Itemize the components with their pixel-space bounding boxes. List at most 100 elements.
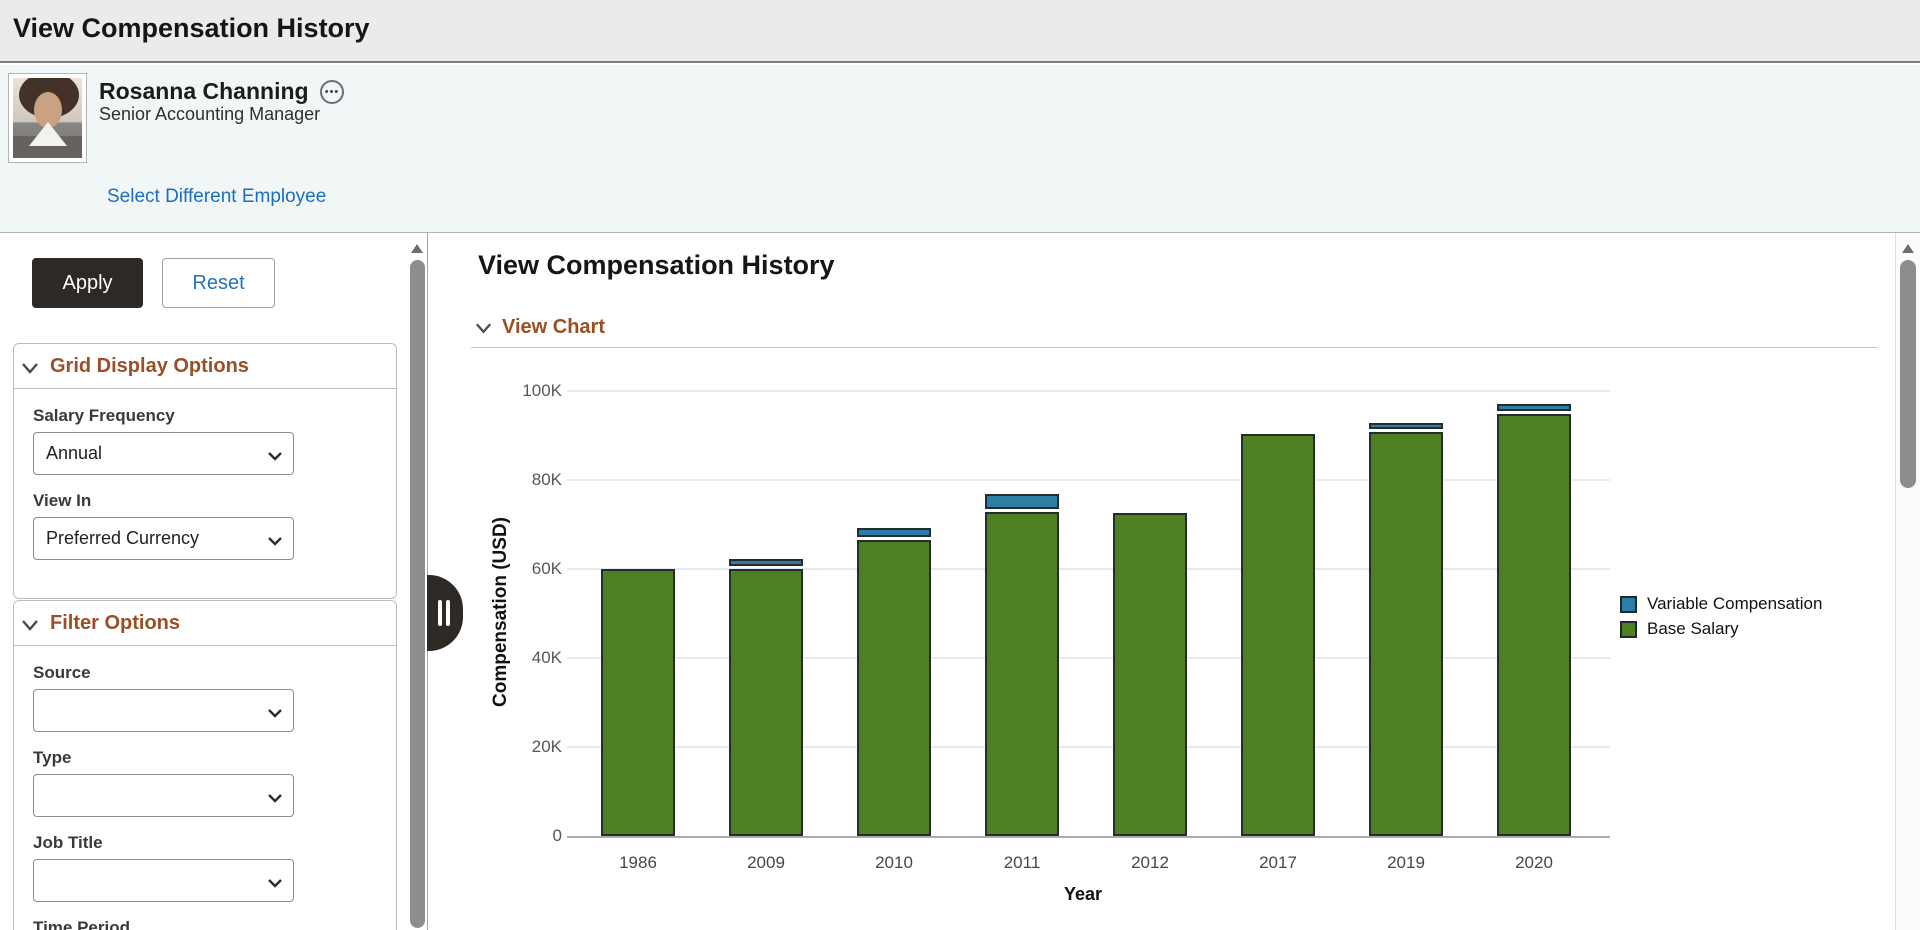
variable-compensation-bar [1497,404,1571,412]
base-salary-bar [1369,431,1443,836]
filter-field: View In Preferred Currency [33,491,396,560]
chevron-down-icon [267,788,283,809]
legend-item: Variable Compensation [1620,594,1822,614]
base-salary-bar [857,539,931,836]
base-salary-bar [729,569,803,836]
variable-compensation-bar [985,493,1059,510]
base-salary-bar [1113,512,1187,836]
x-axis-year-label: 2009 [747,853,785,872]
filter-panel: Apply Reset Grid Display Options Salary … [0,233,408,930]
grid-display-options-body: Salary Frequency Annual View In Preferred C… [14,389,396,598]
select-value: Preferred Currency [46,528,200,548]
grid-display-options-header[interactable]: Grid Display Options [14,344,396,389]
page-title: View Compensation History [13,13,370,43]
filter-panel-scrollbar[interactable] [408,233,427,930]
salary-frequency-select[interactable]: Annual [33,432,294,475]
scroll-up-arrow-icon[interactable] [1902,244,1914,253]
base-salary-bar [1241,434,1315,836]
field-label: Time Period [33,918,130,930]
base-salary-bar [601,569,675,836]
y-axis-tick-label: 100K [522,381,562,400]
chevron-down-icon [20,359,45,375]
y-axis-tick-label: 40K [531,648,562,667]
apply-button[interactable]: Apply [32,258,143,308]
select-different-employee-link[interactable]: Select Different Employee [107,186,327,207]
grid-display-options-box: Grid Display Options Salary Frequency Ann… [13,343,397,599]
main-page-title: View Compensation History [478,250,835,280]
variable-compensation-bar [1369,422,1443,429]
legend-item: Base Salary [1620,619,1739,639]
type-select[interactable] [33,774,294,817]
base-salary-swatch-icon [1620,620,1637,638]
chart-gridline [567,479,1610,481]
filter-field: Salary Frequency Annual [33,406,396,475]
y-axis-tick-label: 20K [531,737,562,756]
field-label: Job Title [33,833,103,852]
chart-gridline [567,657,1610,659]
view-chart-label: View Chart [502,316,605,338]
section-title: Grid Display Options [50,354,249,377]
x-axis-year-label: 2010 [875,853,913,872]
employee-photo-image [13,78,82,158]
view-chart-section-toggle[interactable]: View Chart [474,316,605,339]
chevron-down-icon [20,616,45,632]
filter-field: Type [33,748,396,817]
view-in-select[interactable]: Preferred Currency [33,517,294,560]
section-divider [471,347,1878,348]
y-axis-tick-label: 80K [531,470,562,489]
x-axis-year-label: 2019 [1387,853,1425,872]
chart-gridline [567,390,1610,392]
scrollbar-thumb[interactable] [410,260,425,928]
employee-photo [8,73,87,163]
y-axis-title: Compensation (USD) [490,517,511,707]
chevron-down-icon [267,703,283,724]
variable-compensation-swatch-icon [1620,595,1637,613]
panel-collapse-handle[interactable] [427,575,463,651]
field-label: Source [33,663,91,682]
field-label: Type [33,748,72,767]
x-axis-year-label: 2011 [1003,853,1041,872]
x-axis-year-label: 2017 [1259,853,1297,872]
filter-field: Time Period [33,918,396,930]
y-axis-tick-label: 60K [531,559,562,578]
field-label: View In [33,491,92,510]
employee-name: Rosanna Channing [99,78,309,104]
x-axis-title: Year [1063,884,1103,904]
reset-button[interactable]: Reset [162,258,275,308]
scrollbar-thumb[interactable] [1900,260,1916,488]
x-axis-year-label: 2020 [1515,853,1553,872]
x-axis-year-label: 2012 [1131,853,1169,872]
scroll-up-arrow-icon[interactable] [411,244,423,253]
employee-job-title: Senior Accounting Manager [99,104,321,124]
chevron-down-icon [267,531,283,552]
legend-label: Base Salary [1647,619,1739,638]
main-content-scrollbar[interactable] [1895,233,1920,930]
y-axis-tick-label: 0 [552,826,562,845]
variable-compensation-bar [729,558,803,566]
chart-gridline [567,746,1610,748]
source-select[interactable] [33,689,294,732]
filter-options-box: Filter Options Source Type Job Title Time P… [13,600,397,930]
legend-label: Variable Compensation [1647,594,1823,613]
filter-field: Source [33,663,396,732]
select-value: Annual [46,443,103,463]
chevron-down-icon [475,322,492,334]
filter-options-header[interactable]: Filter Options [14,601,396,646]
x-axis-year-label: 1986 [619,853,657,872]
chevron-down-icon [267,873,283,894]
variable-compensation-bar [857,528,931,537]
x-axis-line [567,836,1610,838]
chevron-down-icon [267,446,283,467]
related-actions-ellipsis-icon[interactable]: ••• [320,80,344,104]
job-title-select[interactable] [33,859,294,902]
filter-options-body: Source Type Job Title Time Period [14,646,396,930]
filter-field: Job Title [33,833,396,902]
employee-banner: Rosanna Channing ••• Senior Accounting M… [0,65,1920,233]
field-label: Salary Frequency [33,406,175,425]
page-header: View Compensation History [0,0,1920,63]
base-salary-bar [985,512,1059,836]
section-title: Filter Options [50,611,180,634]
base-salary-bar [1497,414,1571,836]
chart-gridline [567,568,1610,570]
